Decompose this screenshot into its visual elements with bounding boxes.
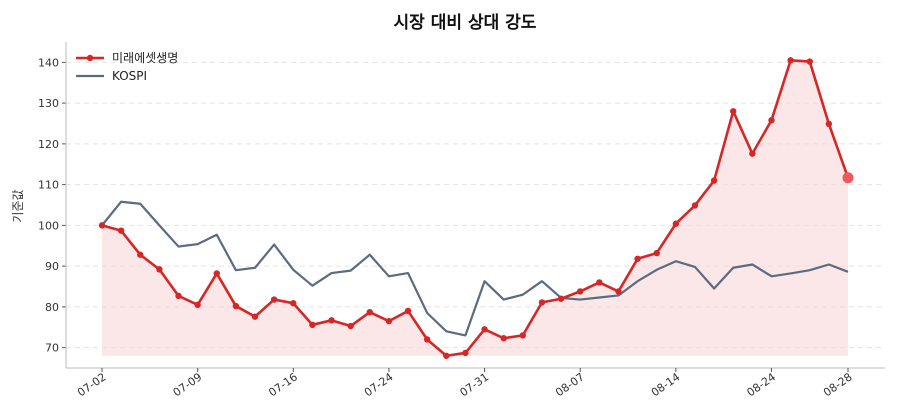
stock-point [290, 300, 297, 307]
stock-point [730, 108, 737, 115]
stock-point [596, 279, 603, 286]
stock-point [137, 251, 144, 258]
stock-line [101, 59, 850, 358]
stock-point [538, 299, 546, 306]
stock-point [481, 326, 488, 333]
stock-point [615, 288, 622, 295]
x-tick-label: 08-07 [553, 370, 587, 399]
x-tick-label: 08-24 [744, 370, 778, 399]
legend: 미래에셋생명 KOSPI [76, 51, 178, 83]
stock-point [232, 302, 240, 310]
stock-point [462, 349, 469, 357]
stock-last-point [842, 172, 854, 184]
stock-point [691, 202, 699, 209]
stock-point [194, 301, 201, 309]
stock-point [806, 58, 813, 65]
y-tick-label: 140 [38, 56, 59, 69]
x-tick-label: 08-28 [821, 370, 855, 399]
kospi-line [101, 200, 849, 337]
stock-point [768, 117, 775, 124]
x-tick-label: 08-14 [649, 370, 683, 399]
stock-fill-area [102, 60, 848, 356]
stock-point [156, 266, 163, 273]
stock-point [366, 308, 373, 316]
stock-point [404, 307, 412, 315]
stock-point [710, 177, 718, 184]
stock-point [347, 322, 354, 330]
y-axis-label: 기준값 [11, 189, 25, 222]
stock-point [749, 150, 756, 157]
stock-point [577, 288, 584, 295]
stock-point [309, 321, 316, 329]
x-tick-label: 07-24 [362, 370, 396, 399]
stock-point [557, 295, 565, 302]
stock-point [175, 292, 182, 300]
stock-point [270, 296, 278, 303]
x-tick-label: 07-09 [171, 370, 205, 399]
stock-point [385, 317, 393, 325]
stock-point [634, 255, 641, 262]
stock-point [672, 220, 680, 227]
series-layer [98, 57, 854, 359]
y-tick-label: 70 [45, 342, 59, 355]
stock-point [825, 120, 833, 128]
stock-point [98, 222, 106, 229]
y-tick-label: 80 [45, 301, 59, 314]
x-tick-label: 07-31 [458, 370, 492, 399]
stock-point [117, 227, 125, 234]
x-tick-label: 07-02 [75, 370, 109, 399]
y-tick-label: 120 [38, 138, 59, 151]
stock-point [653, 249, 660, 257]
y-tick-label: 90 [45, 260, 59, 273]
stock-point [443, 352, 450, 359]
stock-point [519, 332, 527, 339]
y-tick-label: 130 [38, 97, 59, 110]
stock-point [251, 313, 259, 320]
y-tick-label: 110 [38, 179, 59, 192]
stock-point [787, 57, 794, 64]
fill-layer [102, 60, 848, 356]
stock-point [213, 270, 220, 277]
legend-label-stock: 미래에셋생명 [112, 51, 178, 65]
legend-label-kospi: KOSPI [112, 69, 147, 83]
y-tick-label: 100 [38, 219, 59, 232]
x-tick-label: 07-16 [266, 370, 300, 399]
chart-title: 시장 대비 상대 강도 [394, 13, 537, 33]
legend-marker-stock [86, 54, 94, 62]
stock-point [423, 336, 431, 343]
stock-point [328, 317, 335, 324]
stock-point [500, 335, 507, 342]
